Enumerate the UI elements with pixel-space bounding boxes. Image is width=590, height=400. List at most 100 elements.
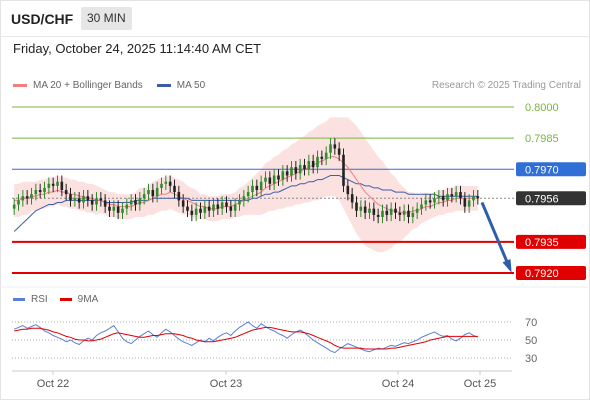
candle-body [368, 208, 371, 213]
candle-body [99, 198, 103, 201]
candle-body [181, 200, 185, 207]
candle-body [238, 200, 241, 205]
projection-arrowhead [502, 259, 512, 273]
candle-body [17, 200, 20, 205]
candle-body [298, 165, 302, 174]
level-label-0.7985: 0.7985 [525, 133, 559, 145]
candle-body [220, 202, 224, 209]
candle-body [251, 185, 254, 193]
ma9-swatch [59, 298, 72, 301]
candle-body [433, 198, 436, 203]
candle-body [86, 196, 90, 201]
level-tag-0.7970 [516, 162, 586, 177]
candle-body [64, 190, 68, 195]
candle-body [43, 187, 46, 193]
ma9-line [14, 326, 478, 350]
candle-body [121, 208, 124, 213]
ma20-label: MA 20 + Bollinger Bands [33, 80, 143, 91]
rsi-tick-30: 30 [525, 353, 537, 365]
candle-body [385, 210, 389, 215]
candle-body [112, 206, 116, 211]
level-label-0.7970: 0.7970 [525, 164, 559, 176]
candle-body [155, 187, 159, 197]
chart-header: USD/CHF 30 MIN [0, 0, 588, 37]
projection-arrow [480, 201, 512, 270]
candle-body [103, 200, 107, 207]
credit-text: Research © 2025 Trading Central [431, 80, 581, 91]
candle-body [212, 204, 215, 211]
candle-body [246, 192, 250, 197]
candle-body [186, 206, 189, 211]
level-tag-0.7920 [516, 266, 586, 280]
candle-body [12, 204, 16, 209]
candle-body [454, 192, 458, 197]
candle-body [125, 204, 129, 209]
ma50-label: MA 50 [176, 80, 206, 91]
candle-body [56, 181, 59, 186]
legend-ma9: 9MA [59, 294, 98, 305]
candle-body [411, 212, 415, 217]
legend-ma50: MA 50 [156, 80, 206, 91]
candle-body [372, 208, 376, 215]
candle-body [424, 200, 428, 205]
candle-body [134, 200, 137, 205]
candle-body [51, 183, 55, 186]
candle-body [407, 210, 410, 217]
candle-body [294, 167, 298, 174]
candle-body [415, 208, 419, 213]
legend-ma20: MA 20 + Bollinger Bands [13, 80, 143, 91]
candle-body [428, 200, 432, 203]
candle-body [77, 198, 81, 203]
candle-body [450, 194, 454, 197]
candle-body [389, 208, 393, 215]
candle-body [129, 200, 133, 205]
chart-datetime: Friday, October 24, 2025 11:14:40 AM CET [13, 41, 262, 56]
candle-body [350, 194, 354, 203]
candle-body [476, 196, 480, 199]
candle-body [268, 177, 272, 184]
candle-body [160, 183, 163, 188]
candle-body [394, 208, 397, 213]
candle-body [60, 181, 64, 190]
candle-body [177, 192, 181, 201]
candle-body [363, 206, 367, 213]
candle-body [324, 152, 328, 159]
candle-body [329, 144, 332, 153]
candle-body [73, 198, 77, 201]
candle-body [402, 210, 406, 215]
level-label-0.7956: 0.7956 [525, 193, 559, 205]
symbol-label: USD/CHF [11, 11, 74, 27]
candle-body [242, 196, 246, 201]
candle-body [459, 192, 462, 199]
time-tick-label: Oct 25 [464, 378, 496, 390]
time-tick-label: Oct 22 [37, 378, 69, 390]
time-tick-label: Oct 23 [210, 378, 242, 390]
candle-body [229, 206, 233, 211]
candle-body [463, 198, 467, 207]
candle-body [277, 175, 280, 180]
candle-body [290, 167, 293, 176]
candle-body [216, 204, 220, 209]
level-label-0.7935: 0.7935 [525, 237, 559, 249]
candle-body [264, 177, 267, 182]
candle-body [446, 194, 449, 201]
candle-body [194, 208, 198, 215]
level-tag-0.7935 [516, 234, 586, 249]
rsi-legend: RSI 9MA [13, 294, 110, 305]
timeframe-button[interactable]: 30 MIN [81, 7, 132, 30]
candle-body [307, 160, 311, 170]
candle-body [342, 154, 345, 186]
level-label-0.7920: 0.7920 [525, 268, 559, 280]
bollinger-band [14, 117, 478, 253]
rsi-line [14, 321, 478, 354]
rsi-swatch [13, 298, 25, 301]
candle-body [472, 196, 475, 201]
ma50-swatch [156, 84, 171, 87]
candle-body [82, 196, 85, 203]
candle-body [90, 200, 94, 205]
candle-body [303, 165, 306, 170]
candle-body [467, 200, 471, 207]
candle-body [381, 210, 384, 217]
candle-body [142, 194, 146, 199]
